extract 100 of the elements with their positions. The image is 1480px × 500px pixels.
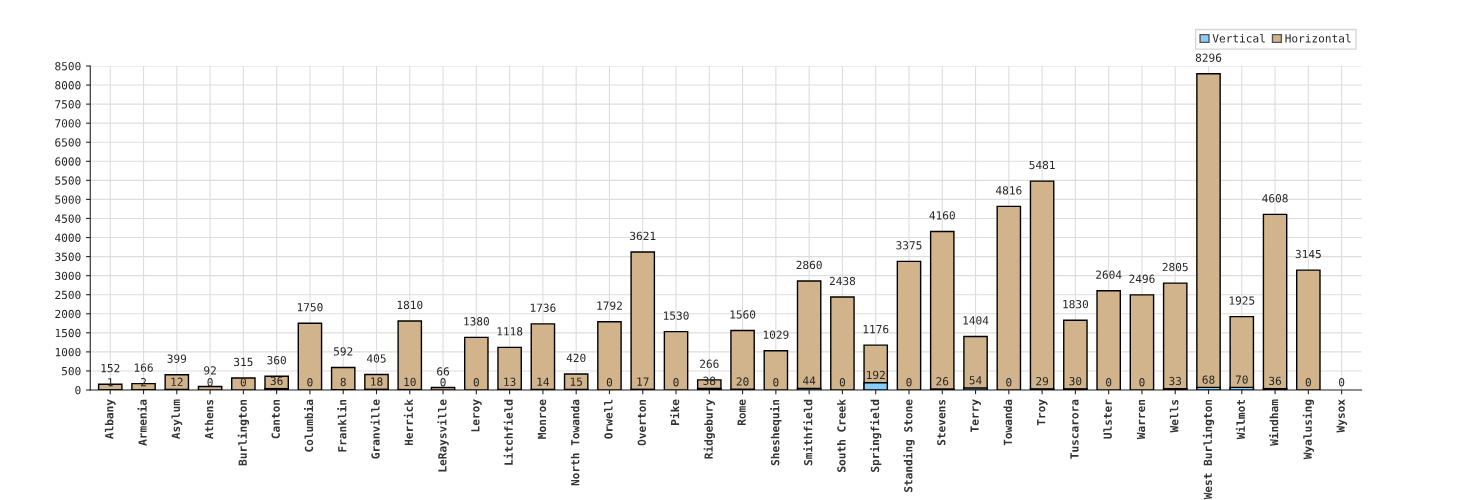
bar — [929, 230, 955, 390]
x-tick-label: Pike — [670, 399, 680, 425]
data-label: 36 — [1269, 376, 1282, 386]
bar — [330, 366, 356, 390]
x-tick-label: Canton — [271, 399, 280, 439]
data-label: 20 — [736, 377, 749, 386]
x-tick-label: Wells — [1169, 399, 1179, 433]
x-tick-label: Franklin — [337, 399, 347, 452]
data-label: 66 — [437, 367, 450, 376]
x-tick-label: Wyalusing — [1302, 399, 1315, 460]
data-label: 592 — [333, 347, 353, 356]
bar — [796, 280, 822, 390]
x-tick-label: Ulster — [1103, 399, 1112, 439]
x-tick-label: Granville — [370, 399, 380, 459]
data-label: 1750 — [297, 303, 323, 312]
data-label: 0 — [207, 378, 213, 387]
data-label: 1404 — [963, 316, 989, 325]
data-label: 17 — [637, 377, 649, 386]
data-label: 0 — [606, 378, 613, 387]
data-label: 44 — [803, 376, 816, 385]
x-tick-label: Terry — [970, 399, 981, 432]
data-label: 26 — [936, 377, 949, 386]
data-label: 0 — [673, 378, 679, 387]
data-label: 0 — [1339, 378, 1345, 387]
bar — [630, 251, 656, 390]
x-tick-label: Sheshequin — [770, 399, 782, 466]
y-tick-label: 4500 — [55, 214, 81, 223]
data-label: 166 — [134, 363, 153, 372]
data-label: 13 — [504, 377, 516, 386]
x-tick-label: Leroy — [471, 399, 482, 432]
bar — [830, 296, 855, 390]
bar — [430, 386, 456, 390]
x-tick-label: Asylum — [171, 399, 183, 439]
data-label: 92 — [204, 366, 216, 375]
data-label: 0 — [240, 378, 246, 387]
legend-label: Horizontal — [1285, 33, 1351, 43]
x-tick-label: Litchfield — [503, 399, 513, 465]
y-tick-label: 2000 — [55, 309, 81, 319]
x-tick-label: Orwell — [604, 399, 613, 439]
data-label: 420 — [566, 353, 586, 363]
bar — [197, 385, 223, 390]
x-tick-label: Armenia — [137, 399, 147, 446]
x-tick-label: Standing Stone — [903, 399, 915, 492]
data-label: 5481 — [1029, 160, 1055, 170]
y-tick-label: 6500 — [55, 138, 81, 147]
data-label: 2860 — [796, 260, 822, 270]
bar — [763, 350, 789, 390]
data-label: 405 — [367, 354, 386, 363]
data-label: 0 — [307, 378, 313, 387]
bar — [364, 373, 389, 390]
bar — [1229, 315, 1255, 390]
data-label: 1029 — [763, 330, 789, 339]
bar — [164, 374, 190, 390]
bar — [1196, 73, 1221, 390]
legend-label: Vertical — [1212, 33, 1265, 43]
bar — [996, 205, 1022, 390]
data-label: 1560 — [730, 310, 756, 319]
data-label: 2604 — [1096, 270, 1122, 279]
y-tick-label: 3500 — [55, 252, 81, 261]
bar — [1162, 282, 1188, 390]
data-label: 29 — [1036, 376, 1049, 386]
data-label: 18 — [371, 377, 383, 386]
data-label: 4160 — [929, 211, 955, 220]
bar — [730, 329, 755, 390]
data-label: 0 — [1139, 378, 1145, 387]
x-tick-label: North Towanda — [570, 399, 580, 486]
bar — [896, 260, 922, 390]
data-label: 1176 — [863, 324, 889, 334]
data-label: 8 — [340, 377, 346, 387]
bar — [530, 323, 556, 390]
data-label: 399 — [167, 354, 187, 363]
x-tick-label: Herrick — [403, 399, 413, 446]
x-tick-label: Smithfield — [803, 399, 813, 466]
data-label: 2 — [141, 377, 146, 387]
bar — [663, 330, 689, 390]
y-tick-label: 5500 — [55, 176, 81, 185]
bar — [463, 336, 489, 390]
data-label: 2496 — [1129, 274, 1155, 283]
data-label: 2438 — [829, 276, 856, 286]
data-label: 36 — [270, 376, 283, 386]
data-label: 54 — [969, 376, 982, 385]
data-label: 14 — [537, 377, 550, 386]
x-tick-label: Wysox — [1336, 399, 1347, 433]
y-tick-label: 3000 — [55, 271, 81, 281]
data-label: 0 — [906, 378, 912, 387]
y-tick-label: 7500 — [55, 100, 81, 109]
bar — [1129, 294, 1155, 390]
x-tick-label: Springfield — [870, 399, 882, 472]
y-tick-label: 8000 — [55, 81, 81, 90]
x-tick-label: Windham — [1269, 399, 1279, 446]
data-label: 3145 — [1295, 249, 1321, 259]
y-tick-label: 5000 — [55, 195, 81, 204]
x-tick-label: West Burlington — [1202, 399, 1215, 500]
data-label: 315 — [234, 357, 253, 367]
x-tick-label: Albany — [104, 399, 116, 439]
x-tick-label: Monroe — [537, 399, 547, 439]
data-label: 0 — [773, 378, 779, 387]
data-label: 0 — [1006, 378, 1012, 387]
x-tick-label: South Creek — [837, 399, 846, 472]
y-tick-label: 2500 — [55, 290, 81, 300]
